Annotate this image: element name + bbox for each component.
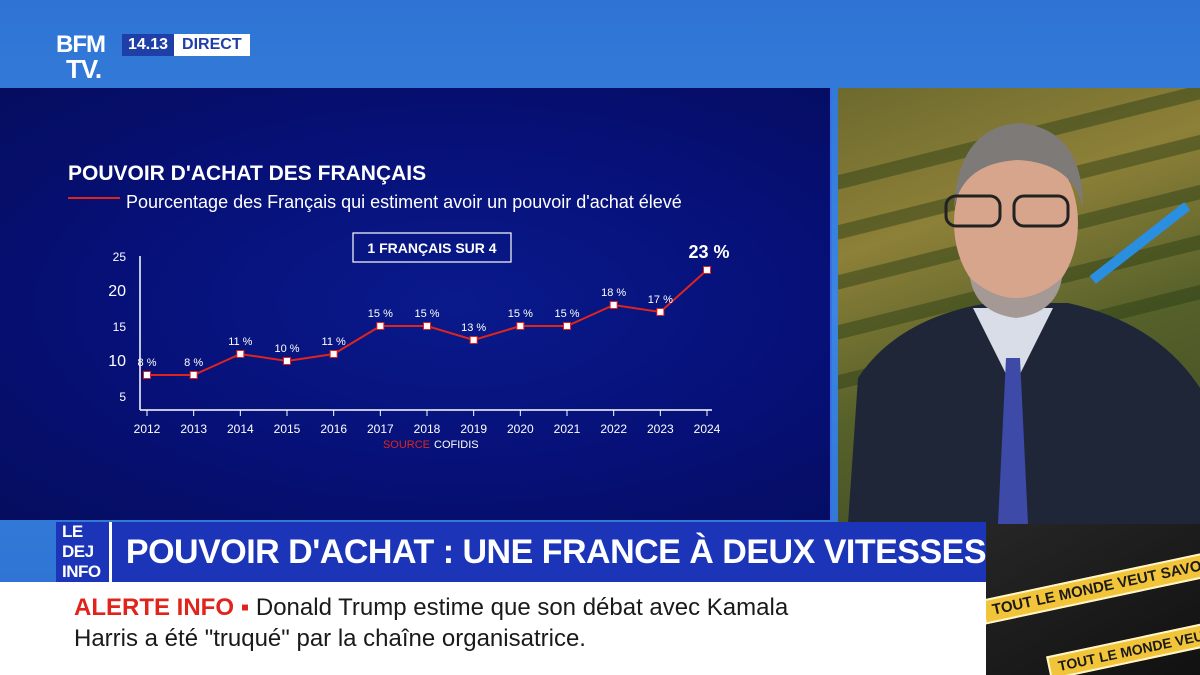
source-label: SOURCE [383,439,430,451]
studio-feed [838,88,1200,524]
logo-line2: TV. [66,54,102,84]
live-badge: 14.13 DIRECT [122,34,250,56]
y-tick-label: 20 [108,283,126,300]
data-label: 11 % [228,336,252,348]
news-ticker: ALERTE INFO ▪ Donald Trump estime que so… [0,582,986,675]
promo-tag-1: TOUT LE MONDE VEUT SAVOIR [986,548,1200,625]
x-tick-label: 2022 [600,422,627,436]
chart-panel: POUVOIR D'ACHAT DES FRANÇAIS Pourcentage… [0,88,832,520]
broadcast-time: 14.13 [122,34,175,56]
bfmtv-logo: BFM TV. [56,33,118,85]
headline-bar: LE DEJ INFO POUVOIR D'ACHAT : UNE FRANCE… [56,522,987,582]
x-tick-label: 2020 [507,422,534,436]
data-label: 15 % [414,308,439,320]
promo-tag-2: TOUT LE MONDE VEUT SAVOIR [1046,607,1200,675]
ticker-line2: Harris a été "truqué" par la chaîne orga… [74,625,586,652]
data-point [189,371,198,379]
data-label: 13 % [461,322,486,334]
x-tick-label: 2019 [460,422,487,436]
y-tick-label: 10 [108,353,126,370]
data-point [703,266,711,274]
data-point [656,308,665,316]
headline-text: POUVOIR D'ACHAT : UNE FRANCE À DEUX VITE… [125,532,987,571]
y-tick-label: 15 [113,320,127,334]
data-point [143,371,151,379]
ticker-line1: ALERTE INFO ▪ Donald Trump estime que so… [74,594,788,622]
data-point [609,301,618,309]
line-chart: POUVOIR D'ACHAT DES FRANÇAIS Pourcentage… [68,162,730,451]
y-tick-label: 25 [113,250,127,264]
x-tick-label: 2012 [134,422,161,436]
x-tick-label: 2023 [647,422,674,436]
chart-title: POUVOIR D'ACHAT DES FRANÇAIS [68,162,426,185]
promo-box: TOUT LE MONDE VEUT SAVOIR TOUT LE MONDE … [986,524,1200,675]
y-tick-label: 5 [119,390,126,404]
data-label: 15 % [508,308,533,320]
alert-label: ALERTE INFO [74,594,234,621]
data-point [236,350,245,358]
logo-line1: BFM [56,31,106,58]
x-tick-label: 2021 [554,422,581,436]
data-label: 8 % [184,357,203,369]
presenter-figure [848,123,1200,524]
data-point [423,322,431,330]
data-point [329,350,338,358]
data-label: 18 % [601,287,626,299]
data-label: 23 % [688,242,729,262]
alert-separator-icon: ▪ [240,594,250,621]
ticker-text1: Donald Trump estime que son débat avec K… [255,594,789,621]
data-label: 17 % [648,294,673,306]
x-tick-label: 2018 [414,422,441,436]
data-label: 11 % [322,336,346,348]
live-label: DIRECT [182,36,242,53]
data-point [469,336,478,344]
data-point [283,357,291,365]
x-tick-label: 2024 [694,422,721,436]
data-label: 8 % [138,357,157,369]
x-tick-label: 2014 [227,422,254,436]
x-tick-label: 2013 [180,422,207,436]
x-tick-label: 2017 [367,422,394,436]
data-label: 15 % [368,308,393,320]
data-point [376,322,385,330]
show-logo: LE DEJ INFO [56,522,112,582]
data-label: 10 % [274,343,299,355]
annotation-text: 1 FRANÇAIS SUR 4 [367,240,496,256]
source-name: COFIDIS [434,439,479,451]
data-point [516,322,525,330]
data-label: 15 % [554,308,579,320]
chart-subtitle: Pourcentage des Français qui estiment av… [126,192,682,212]
x-tick-label: 2015 [274,422,301,436]
annotation-box [352,232,512,263]
data-point [563,322,571,330]
x-tick-label: 2016 [320,422,347,436]
